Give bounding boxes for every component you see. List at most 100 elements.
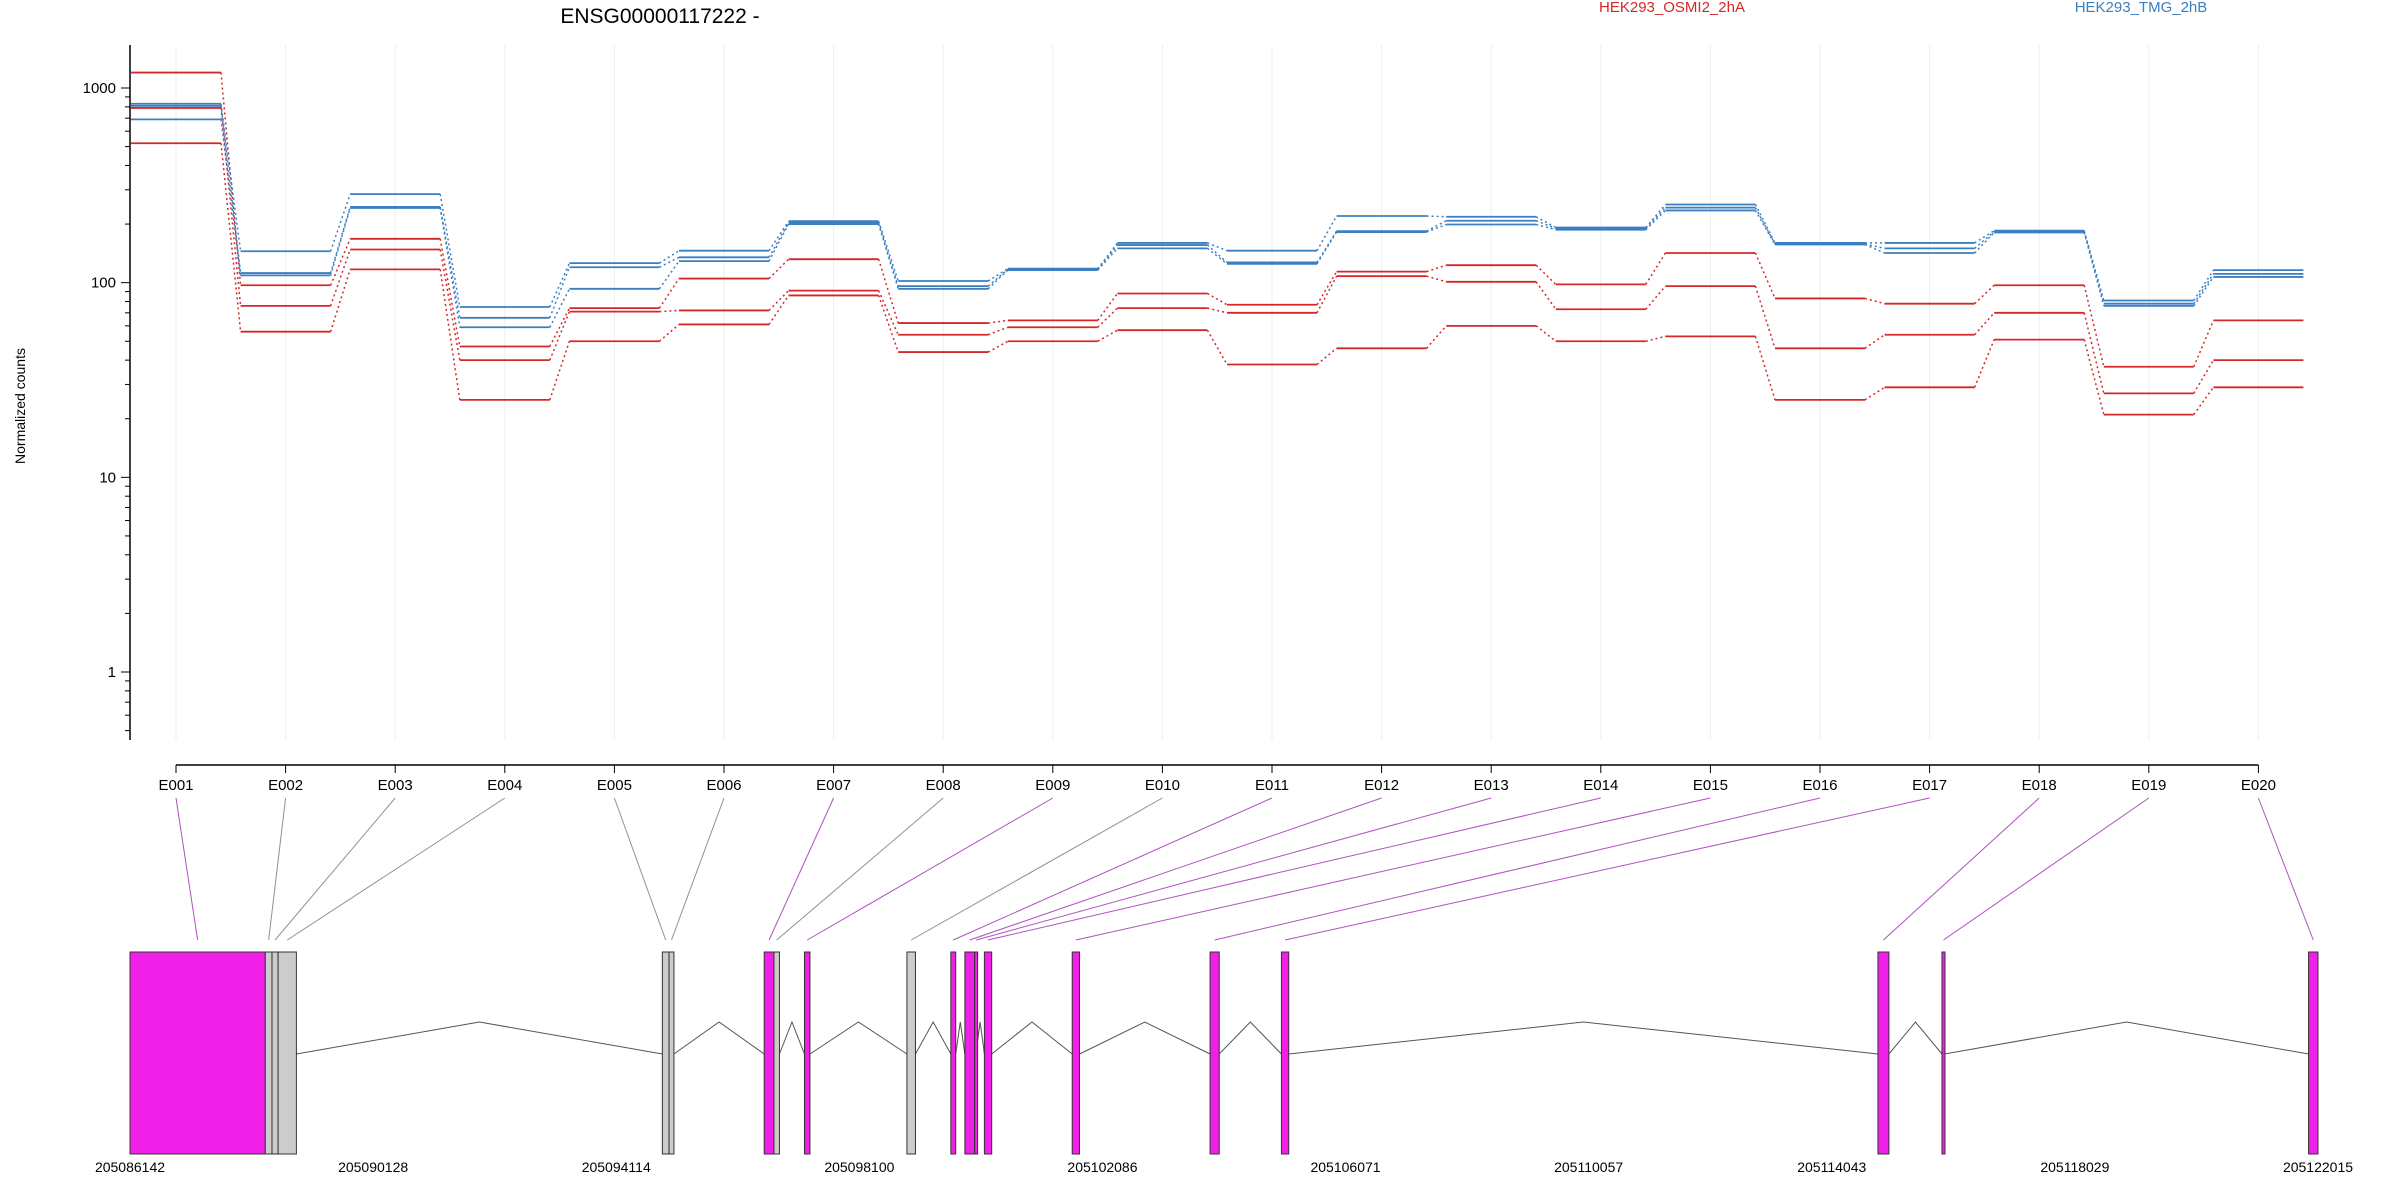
series-link [2193, 269, 2215, 301]
series-link [549, 311, 571, 361]
x-tick-label: E003 [378, 777, 413, 794]
series-link [2083, 285, 2105, 367]
y-axis: 1 10 100 1000 [83, 45, 131, 740]
x-tick-label: E012 [1364, 777, 1399, 794]
series-link [658, 278, 680, 309]
series-link [987, 268, 1009, 282]
series-link [1316, 271, 1338, 306]
coordinate-label: 205102086 [1067, 1159, 1137, 1175]
series-link [549, 341, 571, 401]
exon-connector [268, 797, 287, 941]
coordinate-label: 205122015 [2283, 1159, 2353, 1175]
series-link [658, 323, 680, 342]
series-link [1535, 264, 1557, 285]
series-link [1536, 223, 1556, 231]
series-line [131, 142, 2304, 416]
exon-connector [953, 797, 1273, 941]
series-link [1864, 297, 1885, 305]
series-link [877, 223, 899, 290]
series-link [877, 222, 899, 287]
series-link [768, 258, 790, 280]
x-axis: E001 E002 E003 E004 E005 E006 E007 E008 E009 E010… [158, 764, 2276, 794]
series-line [131, 102, 2304, 308]
x-tick-label: E002 [268, 777, 303, 794]
series-link [1974, 231, 1995, 249]
series-link [439, 249, 461, 361]
legend-entry-osmi2: HEK293_OSMI2_2hA [1599, 0, 1745, 16]
series-link [1316, 231, 1338, 265]
exon-block [964, 951, 976, 1155]
series-link [1097, 329, 1118, 342]
coordinate-label: 205110057 [1554, 1159, 1623, 1175]
x-tick-label: E014 [1583, 777, 1618, 794]
series-link [329, 206, 351, 274]
series-line [131, 107, 2304, 395]
exon-connector [910, 797, 1163, 941]
exon-block [1209, 951, 1220, 1155]
x-tick-label: E015 [1693, 777, 1728, 794]
series-link [329, 193, 351, 252]
series-link [1535, 325, 1557, 342]
series-link [987, 268, 1009, 287]
series-link [1645, 207, 1666, 229]
exon-connector [1284, 797, 1930, 941]
coordinate-label: 205098100 [824, 1159, 894, 1175]
series-link [1097, 244, 1118, 270]
exon-connector [969, 797, 1382, 941]
intron-line [991, 1021, 1073, 1055]
series-link [1426, 325, 1447, 349]
series-link [1974, 230, 1995, 244]
intron-line [1888, 1021, 1943, 1055]
series-link [1974, 284, 1995, 305]
intron-line [1288, 1021, 1878, 1055]
y-tick-label: 10 [99, 469, 116, 486]
exon-connector [286, 797, 506, 941]
series-link [2193, 359, 2215, 394]
exon-connector [175, 797, 199, 941]
exon-connector [975, 797, 1492, 941]
x-tick-label: E013 [1474, 777, 1509, 794]
series-link [2193, 273, 2215, 305]
exon-block [1941, 951, 1946, 1155]
coordinate-label: 205118029 [2040, 1159, 2109, 1175]
y-tick-label: 1000 [83, 80, 116, 97]
series-link [1864, 386, 1886, 401]
series-link [768, 222, 790, 258]
coordinate-label: 205090128 [338, 1159, 408, 1175]
grid-lines [175, 45, 2259, 740]
series-link [877, 295, 899, 353]
series-link [1207, 307, 1228, 314]
series-link [2083, 339, 2105, 415]
exon-block [129, 951, 266, 1155]
exon-connectors [175, 797, 2314, 941]
series-link [1206, 247, 1228, 265]
series-link [768, 223, 790, 262]
exon-block [763, 951, 775, 1155]
legend-entry-tmg: HEK293_TMG_2hB [2075, 0, 2208, 16]
series-link [877, 290, 899, 336]
exon-block [906, 951, 916, 1155]
series-link [1754, 285, 1776, 349]
series-link [1754, 210, 1776, 245]
exon-block [803, 951, 811, 1155]
series-link [549, 266, 571, 319]
exon-connector [776, 797, 944, 941]
x-tick-label: E004 [487, 777, 522, 794]
series-link [1097, 293, 1119, 321]
series-link [1426, 275, 1447, 283]
series-link [1316, 275, 1338, 314]
y-axis-label: Normalized counts [12, 348, 28, 464]
series-line [131, 104, 2304, 319]
series-link [1974, 312, 1995, 336]
exon-block [2308, 951, 2319, 1155]
series-link [1426, 215, 1447, 218]
series-link [1645, 285, 1666, 310]
exon-block [1280, 951, 1290, 1155]
exon-connector [806, 797, 1054, 941]
exon-block [277, 951, 297, 1155]
series-link [1316, 215, 1338, 252]
series-link [768, 294, 790, 325]
x-tick-label: E001 [158, 777, 193, 794]
exon-connector [613, 797, 667, 941]
series-link [1426, 220, 1447, 232]
